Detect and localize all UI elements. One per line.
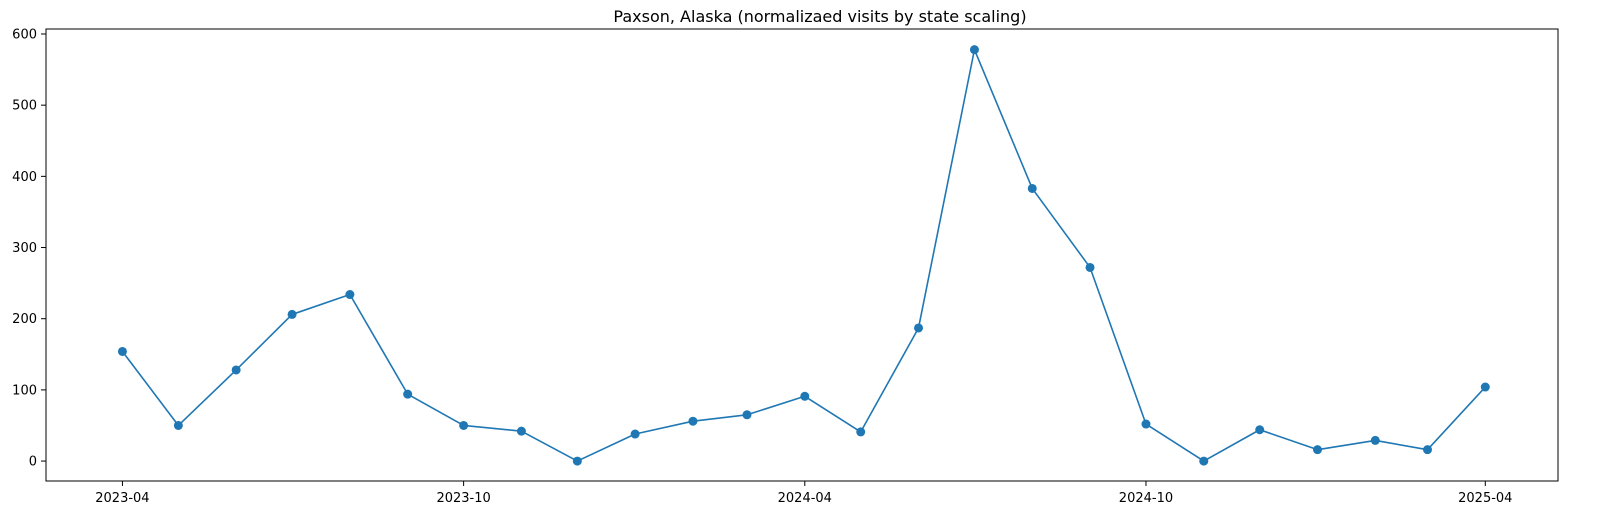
x-tick-label: 2023-04	[95, 491, 149, 506]
data-point	[800, 391, 810, 401]
y-tick-label: 400	[12, 170, 37, 185]
data-point	[117, 346, 127, 356]
data-point	[688, 416, 698, 426]
data-point	[1141, 419, 1151, 429]
x-tick-label: 2024-10	[1119, 491, 1173, 506]
data-point	[572, 456, 582, 466]
chart-title: Paxson, Alaska (normalizaed visits by st…	[613, 7, 1026, 26]
data-point	[1027, 183, 1037, 193]
data-point	[1370, 435, 1380, 445]
y-tick-label: 100	[12, 383, 37, 398]
data-point	[287, 309, 297, 319]
data-point	[231, 365, 241, 375]
data-point	[914, 323, 924, 333]
x-tick-label: 2023-10	[436, 491, 490, 506]
data-point	[403, 389, 413, 399]
y-tick-label: 500	[12, 99, 37, 114]
plot-frame	[45, 28, 1559, 482]
data-point	[630, 429, 640, 439]
data-point	[1312, 445, 1322, 455]
data-point	[459, 420, 469, 430]
y-tick-label: 300	[12, 241, 37, 256]
y-tick-label: 200	[12, 312, 37, 327]
y-tick-label: 600	[12, 27, 37, 42]
x-tick-label: 2025-04	[1458, 491, 1512, 506]
data-point	[1422, 445, 1432, 455]
data-point	[856, 427, 866, 437]
plot-layer: 0 100 200 300 400 500 600 2023-04 2023-10 2024-04…	[12, 27, 1559, 506]
data-point	[969, 45, 979, 55]
data-point	[1255, 425, 1265, 435]
data-point	[516, 426, 526, 436]
data-point	[345, 290, 355, 300]
y-tick-label: 0	[29, 455, 37, 470]
data-point	[742, 410, 752, 420]
data-point	[1480, 382, 1490, 392]
data-point	[1085, 262, 1095, 272]
data-point	[1199, 456, 1209, 466]
data-point	[173, 420, 183, 430]
x-tick-label: 2024-04	[778, 491, 832, 506]
